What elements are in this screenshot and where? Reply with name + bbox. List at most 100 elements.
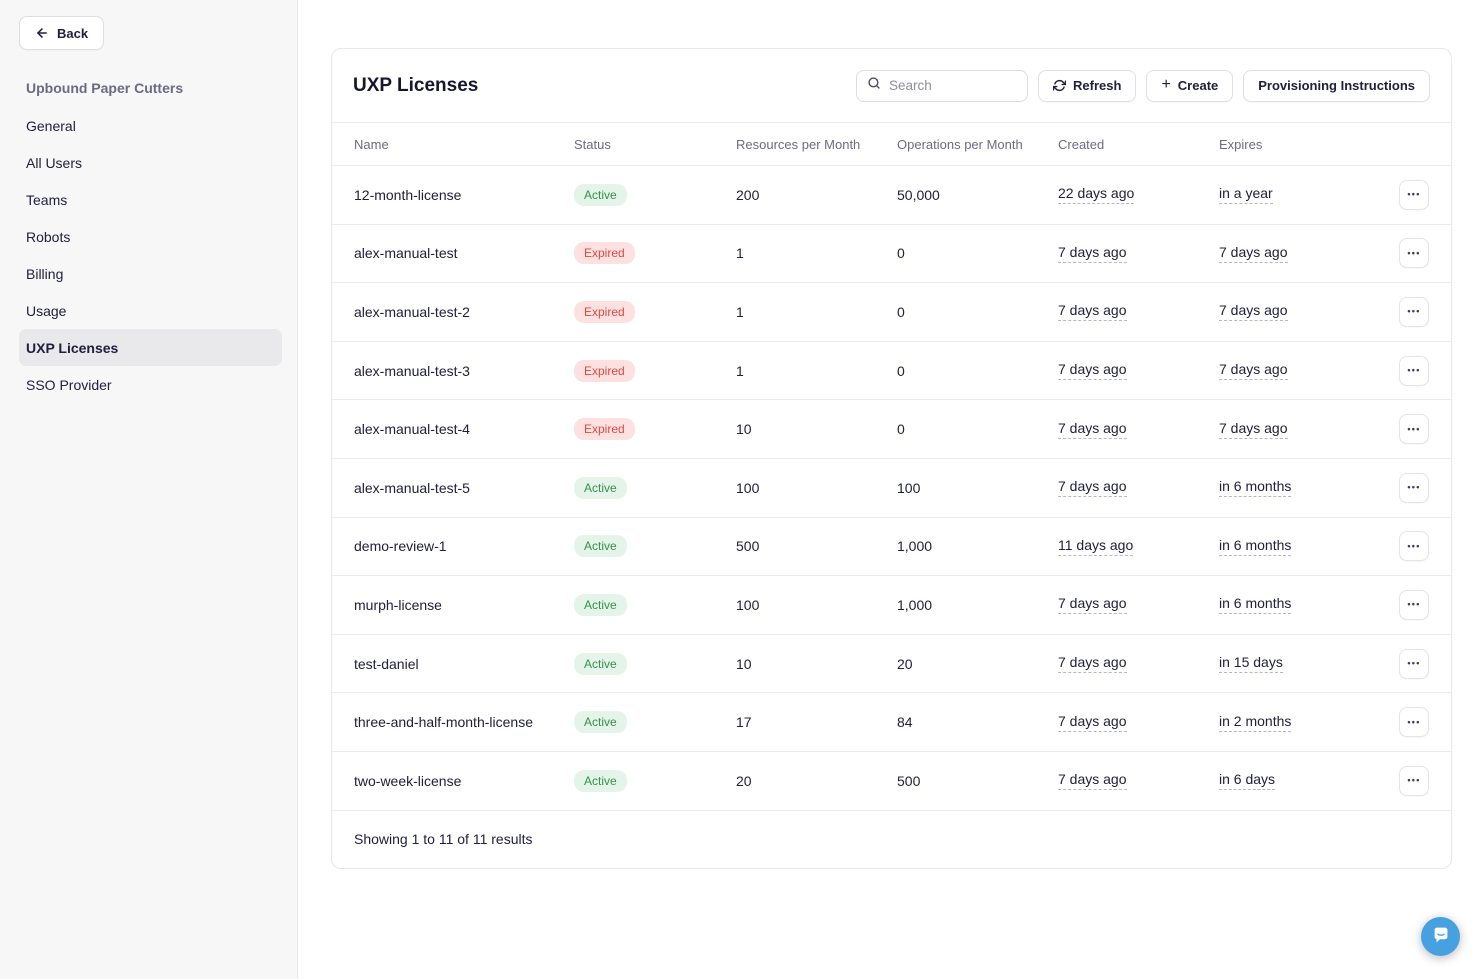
operations-per-month-value: 1,000 [897,596,933,613]
license-name: test-daniel [354,655,419,672]
status-badge: Active [574,183,627,206]
sidebar-item-label: Teams [26,191,68,208]
status-badge: Active [574,711,627,734]
sidebar-item-usage[interactable]: Usage [19,292,282,329]
resources-per-month-value: 20 [736,772,752,789]
status-badge: Expired [574,359,635,382]
row-actions-button[interactable]: ••• [1399,472,1429,503]
license-name: alex-manual-test-4 [354,421,470,438]
row-actions-button[interactable]: ••• [1399,531,1429,562]
row-actions-button[interactable]: ••• [1399,238,1429,269]
create-button[interactable]: + Create [1146,69,1234,102]
created-date[interactable]: 7 days ago [1058,595,1127,615]
resources-per-month-value: 1 [736,245,744,262]
ellipsis-icon: ••• [1407,716,1421,727]
ellipsis-icon: ••• [1407,658,1421,669]
resources-per-month-value: 500 [736,538,760,555]
created-date[interactable]: 11 days ago [1058,537,1134,556]
expires-date[interactable]: in 2 months [1219,713,1292,732]
license-name: alex-manual-test-5 [354,479,470,496]
row-actions-button[interactable]: ••• [1399,414,1429,445]
row-actions-button[interactable]: ••• [1399,765,1429,796]
expires-date[interactable]: in 6 months [1219,595,1292,615]
row-actions-button[interactable]: ••• [1399,179,1429,210]
resources-per-month-value: 1 [736,303,744,320]
table-row: 12-month-license Active 200 50,000 22 da… [332,166,1451,225]
sidebar-item-teams[interactable]: Teams [19,181,282,218]
column-header-resources: Resources per Month [736,136,861,152]
plus-icon: + [1161,76,1171,93]
sidebar-item-label: All Users [26,154,83,171]
operations-per-month-value: 0 [897,421,905,438]
expires-date[interactable]: 7 days ago [1219,302,1288,322]
sidebar-item-billing[interactable]: Billing [19,255,282,292]
refresh-button[interactable]: Refresh [1038,69,1137,102]
license-name: murph-license [354,596,442,613]
row-actions-button[interactable]: ••• [1399,648,1429,679]
operations-per-month-value: 1,000 [897,538,933,555]
expires-date[interactable]: in 6 months [1219,537,1292,556]
back-button[interactable]: Back [19,16,105,50]
created-date[interactable]: 7 days ago [1058,361,1127,381]
ellipsis-icon: ••• [1407,247,1421,258]
resources-per-month-value: 100 [736,596,760,613]
expires-date[interactable]: 7 days ago [1219,361,1288,381]
table-row: alex-manual-test Expired 1 0 7 days ago … [332,225,1451,284]
created-date[interactable]: 7 days ago [1058,713,1127,732]
resources-per-month-value: 17 [736,714,752,731]
status-badge: Active [574,476,627,499]
sidebar-item-robots[interactable]: Robots [19,218,282,255]
license-name: 12-month-license [354,186,462,203]
expires-date[interactable]: in 6 days [1219,771,1276,791]
results-summary: Showing 1 to 11 of 11 results [354,831,533,848]
column-header-expires: Expires [1219,136,1263,152]
sidebar-item-label: UXP Licenses [26,339,119,356]
table-footer: Showing 1 to 11 of 11 results [332,811,1451,868]
back-button-label: Back [57,25,89,41]
resources-per-month-value: 1 [736,362,744,379]
search-input[interactable] [889,78,1018,93]
license-name: demo-review-1 [354,538,447,555]
table-row: alex-manual-test-5 Active 100 100 7 days… [332,459,1451,518]
sidebar-item-sso-provider[interactable]: SSO Provider [19,366,282,403]
search-icon [867,76,881,95]
expires-date[interactable]: in a year [1219,185,1273,205]
license-name: two-week-license [354,772,462,789]
created-date[interactable]: 7 days ago [1058,244,1127,263]
row-actions-button[interactable]: ••• [1399,355,1429,386]
created-date[interactable]: 7 days ago [1058,654,1127,674]
created-date[interactable]: 22 days ago [1058,185,1135,205]
created-date[interactable]: 7 days ago [1058,420,1127,439]
table-row: alex-manual-test-4 Expired 10 0 7 days a… [332,400,1451,459]
expires-date[interactable]: in 15 days [1219,654,1283,674]
sidebar-item-uxp-licenses[interactable]: UXP Licenses [19,329,282,366]
provisioning-instructions-button[interactable]: Provisioning Instructions [1243,69,1430,102]
row-actions-button[interactable]: ••• [1399,707,1429,738]
table-row: three-and-half-month-license Active 17 8… [332,693,1451,752]
refresh-icon [1053,79,1067,92]
table-row: test-daniel Active 10 20 7 days ago in 1… [332,635,1451,694]
search-input-wrapper [856,69,1029,102]
resources-per-month-value: 10 [736,655,752,672]
arrow-left-icon [35,26,49,40]
operations-per-month-value: 0 [897,303,905,320]
expires-date[interactable]: 7 days ago [1219,244,1288,263]
table-row: two-week-license Active 20 500 7 days ag… [332,752,1451,811]
ellipsis-icon: ••• [1407,423,1421,434]
ellipsis-icon: ••• [1407,306,1421,317]
status-badge: Active [574,652,627,675]
expires-date[interactable]: in 6 months [1219,478,1292,498]
sidebar-item-general[interactable]: General [19,107,282,144]
expires-date[interactable]: 7 days ago [1219,420,1288,439]
row-actions-button[interactable]: ••• [1399,296,1429,327]
sidebar-item-label: SSO Provider [26,376,112,393]
created-date[interactable]: 7 days ago [1058,478,1127,498]
row-actions-button[interactable]: ••• [1399,589,1429,620]
license-name: alex-manual-test [354,245,458,262]
created-date[interactable]: 7 days ago [1058,302,1127,322]
created-date[interactable]: 7 days ago [1058,771,1127,791]
operations-per-month-value: 0 [897,362,905,379]
chat-launcher-button[interactable] [1421,917,1460,956]
sidebar-item-all-users[interactable]: All Users [19,144,282,181]
